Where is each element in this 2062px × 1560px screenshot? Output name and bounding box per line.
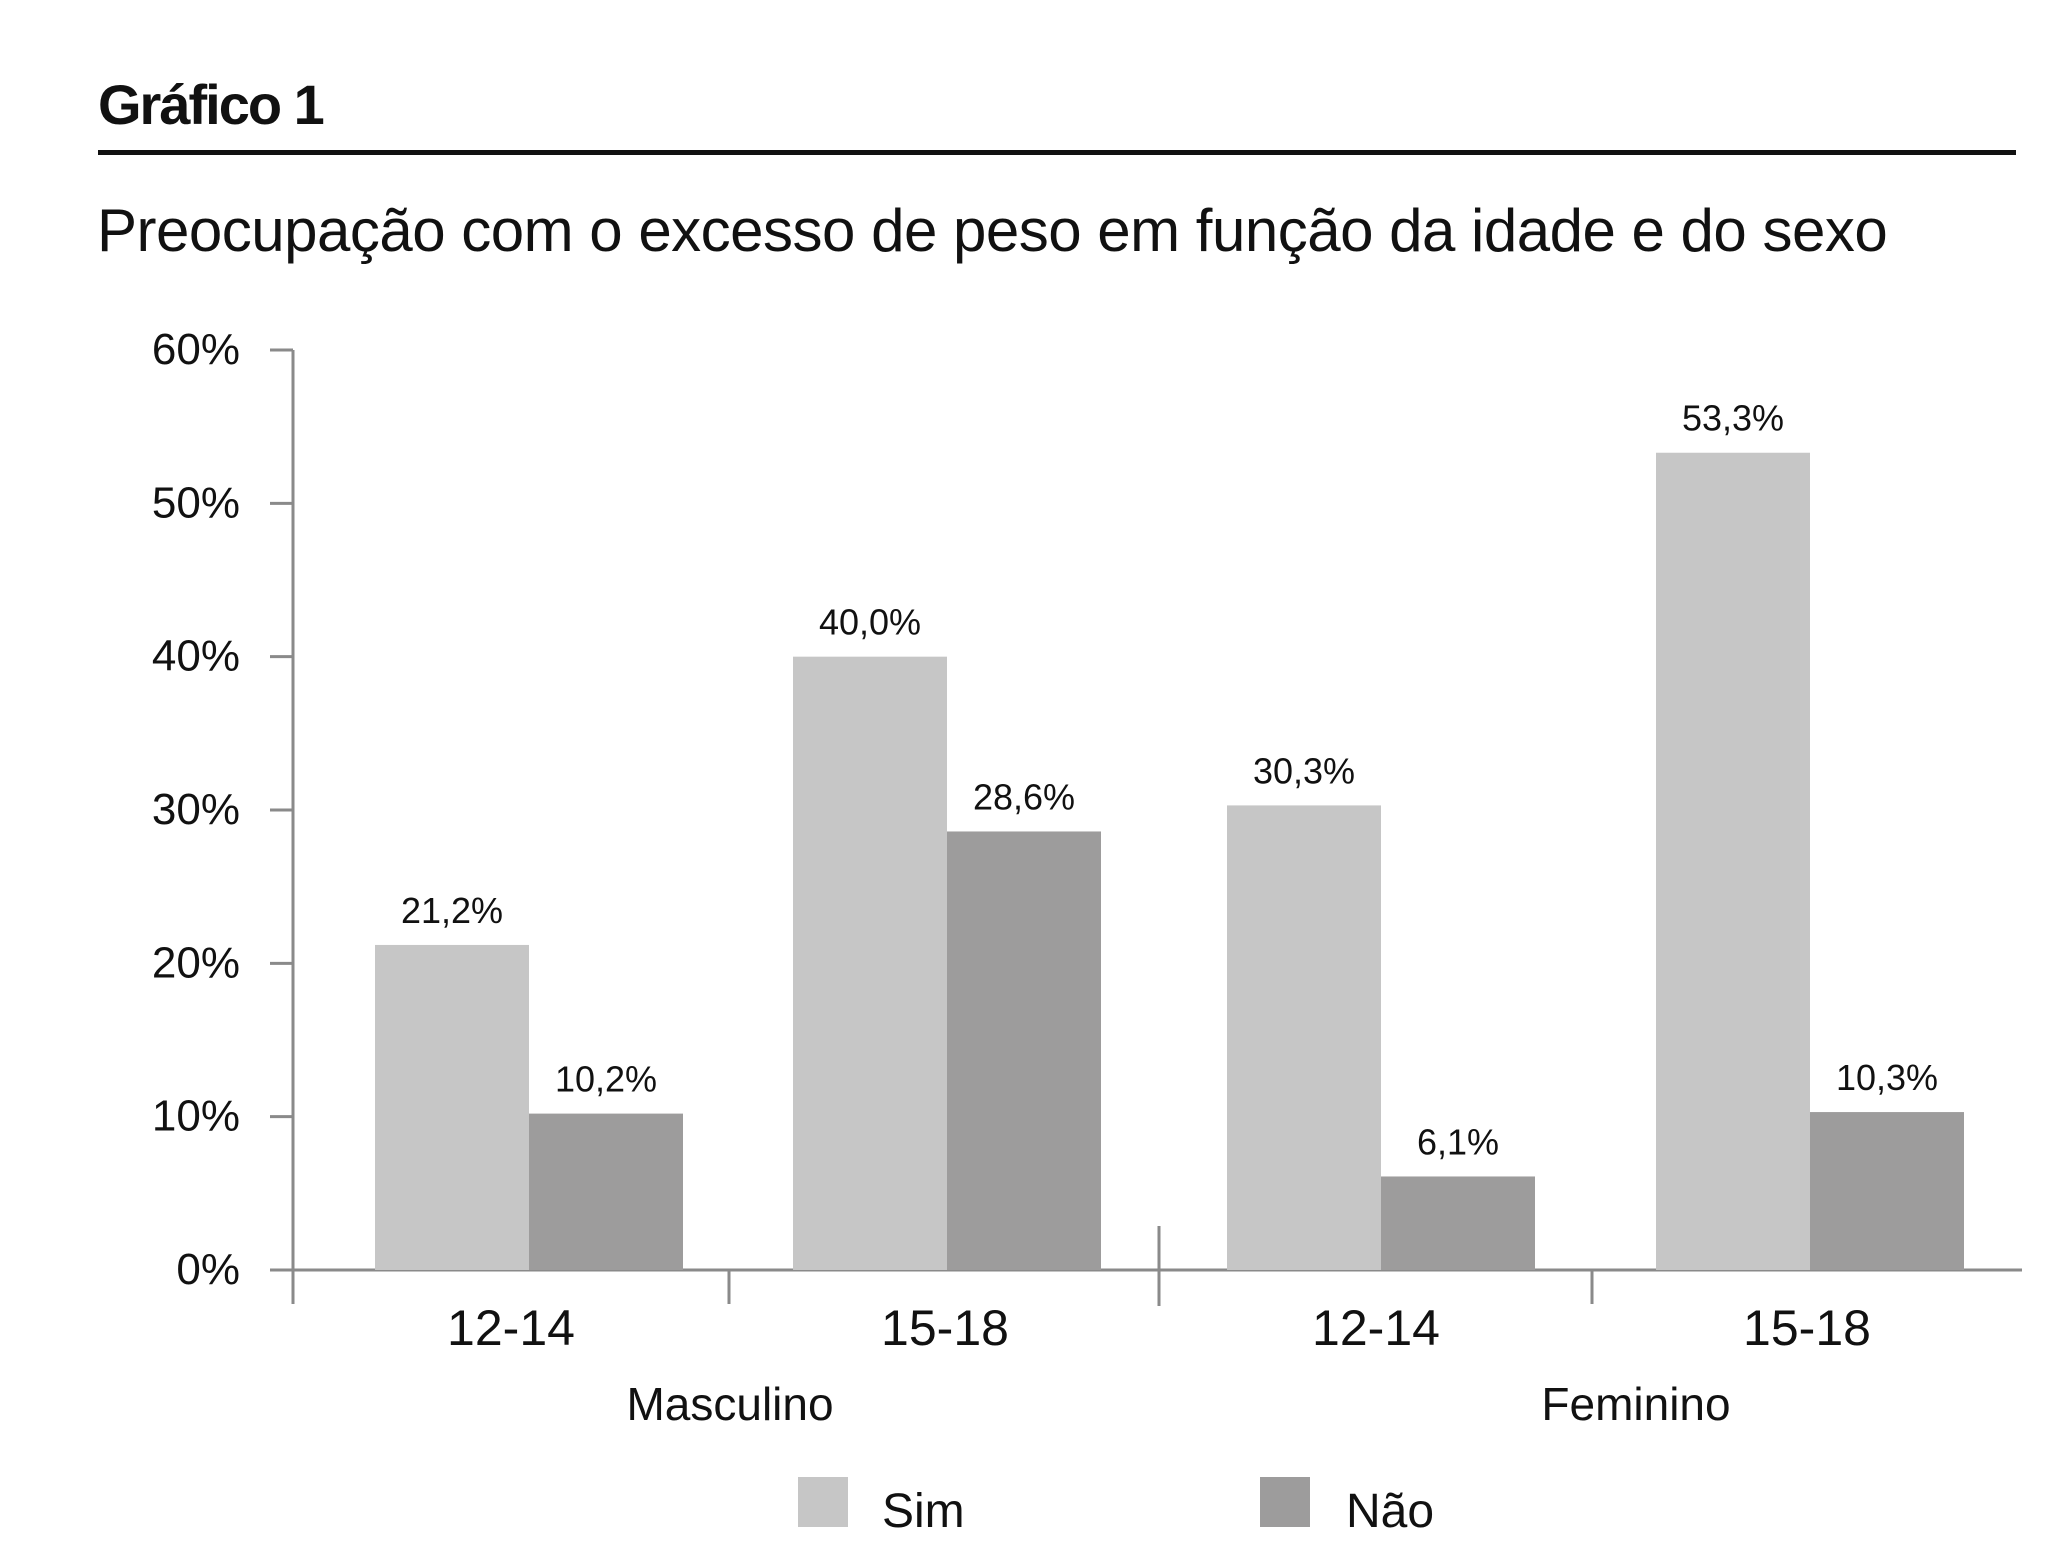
y-tick-label: 50% [152,478,240,527]
data-label: 28,6% [973,776,1075,817]
bar-no-3 [1810,1112,1964,1270]
y-tick-label: 40% [152,632,240,681]
title-rule [98,150,2016,155]
bar-sim-1 [793,656,947,1270]
legend-label: Não [1346,1485,1434,1538]
bar-no-0 [529,1113,683,1270]
group-label: Masculino [626,1378,833,1430]
group-label: Feminino [1541,1378,1730,1430]
chart-subtitle: Preocupação com o excesso de peso em fun… [97,197,1888,264]
x-category-label: 15-18 [881,1300,1009,1356]
y-tick-label: 30% [152,785,240,834]
data-label: 53,3% [1682,398,1784,439]
y-tick-label: 0% [176,1245,240,1294]
bar-no-1 [947,831,1101,1270]
legend-swatch-0 [798,1477,848,1527]
y-tick-label: 20% [152,938,240,987]
data-label: 30,3% [1253,750,1355,791]
data-label: 10,2% [555,1059,657,1100]
figure-title: Gráfico 1 [98,73,325,136]
bar-sim-0 [375,944,529,1270]
legend-swatch-1 [1260,1477,1310,1527]
x-category-label: 12-14 [1312,1300,1440,1356]
y-tick-label: 60% [152,325,240,374]
x-category-label: 15-18 [1743,1300,1871,1356]
bar-sim-3 [1656,452,1810,1270]
data-label: 40,0% [819,602,921,643]
y-tick-label: 10% [152,1092,240,1141]
data-label: 10,3% [1836,1057,1938,1098]
bar-sim-2 [1227,805,1381,1270]
data-label: 6,1% [1417,1121,1499,1162]
x-category-label: 12-14 [447,1300,575,1356]
bar-no-2 [1381,1176,1535,1270]
legend-label: Sim [882,1485,965,1538]
data-label: 21,2% [401,890,503,931]
